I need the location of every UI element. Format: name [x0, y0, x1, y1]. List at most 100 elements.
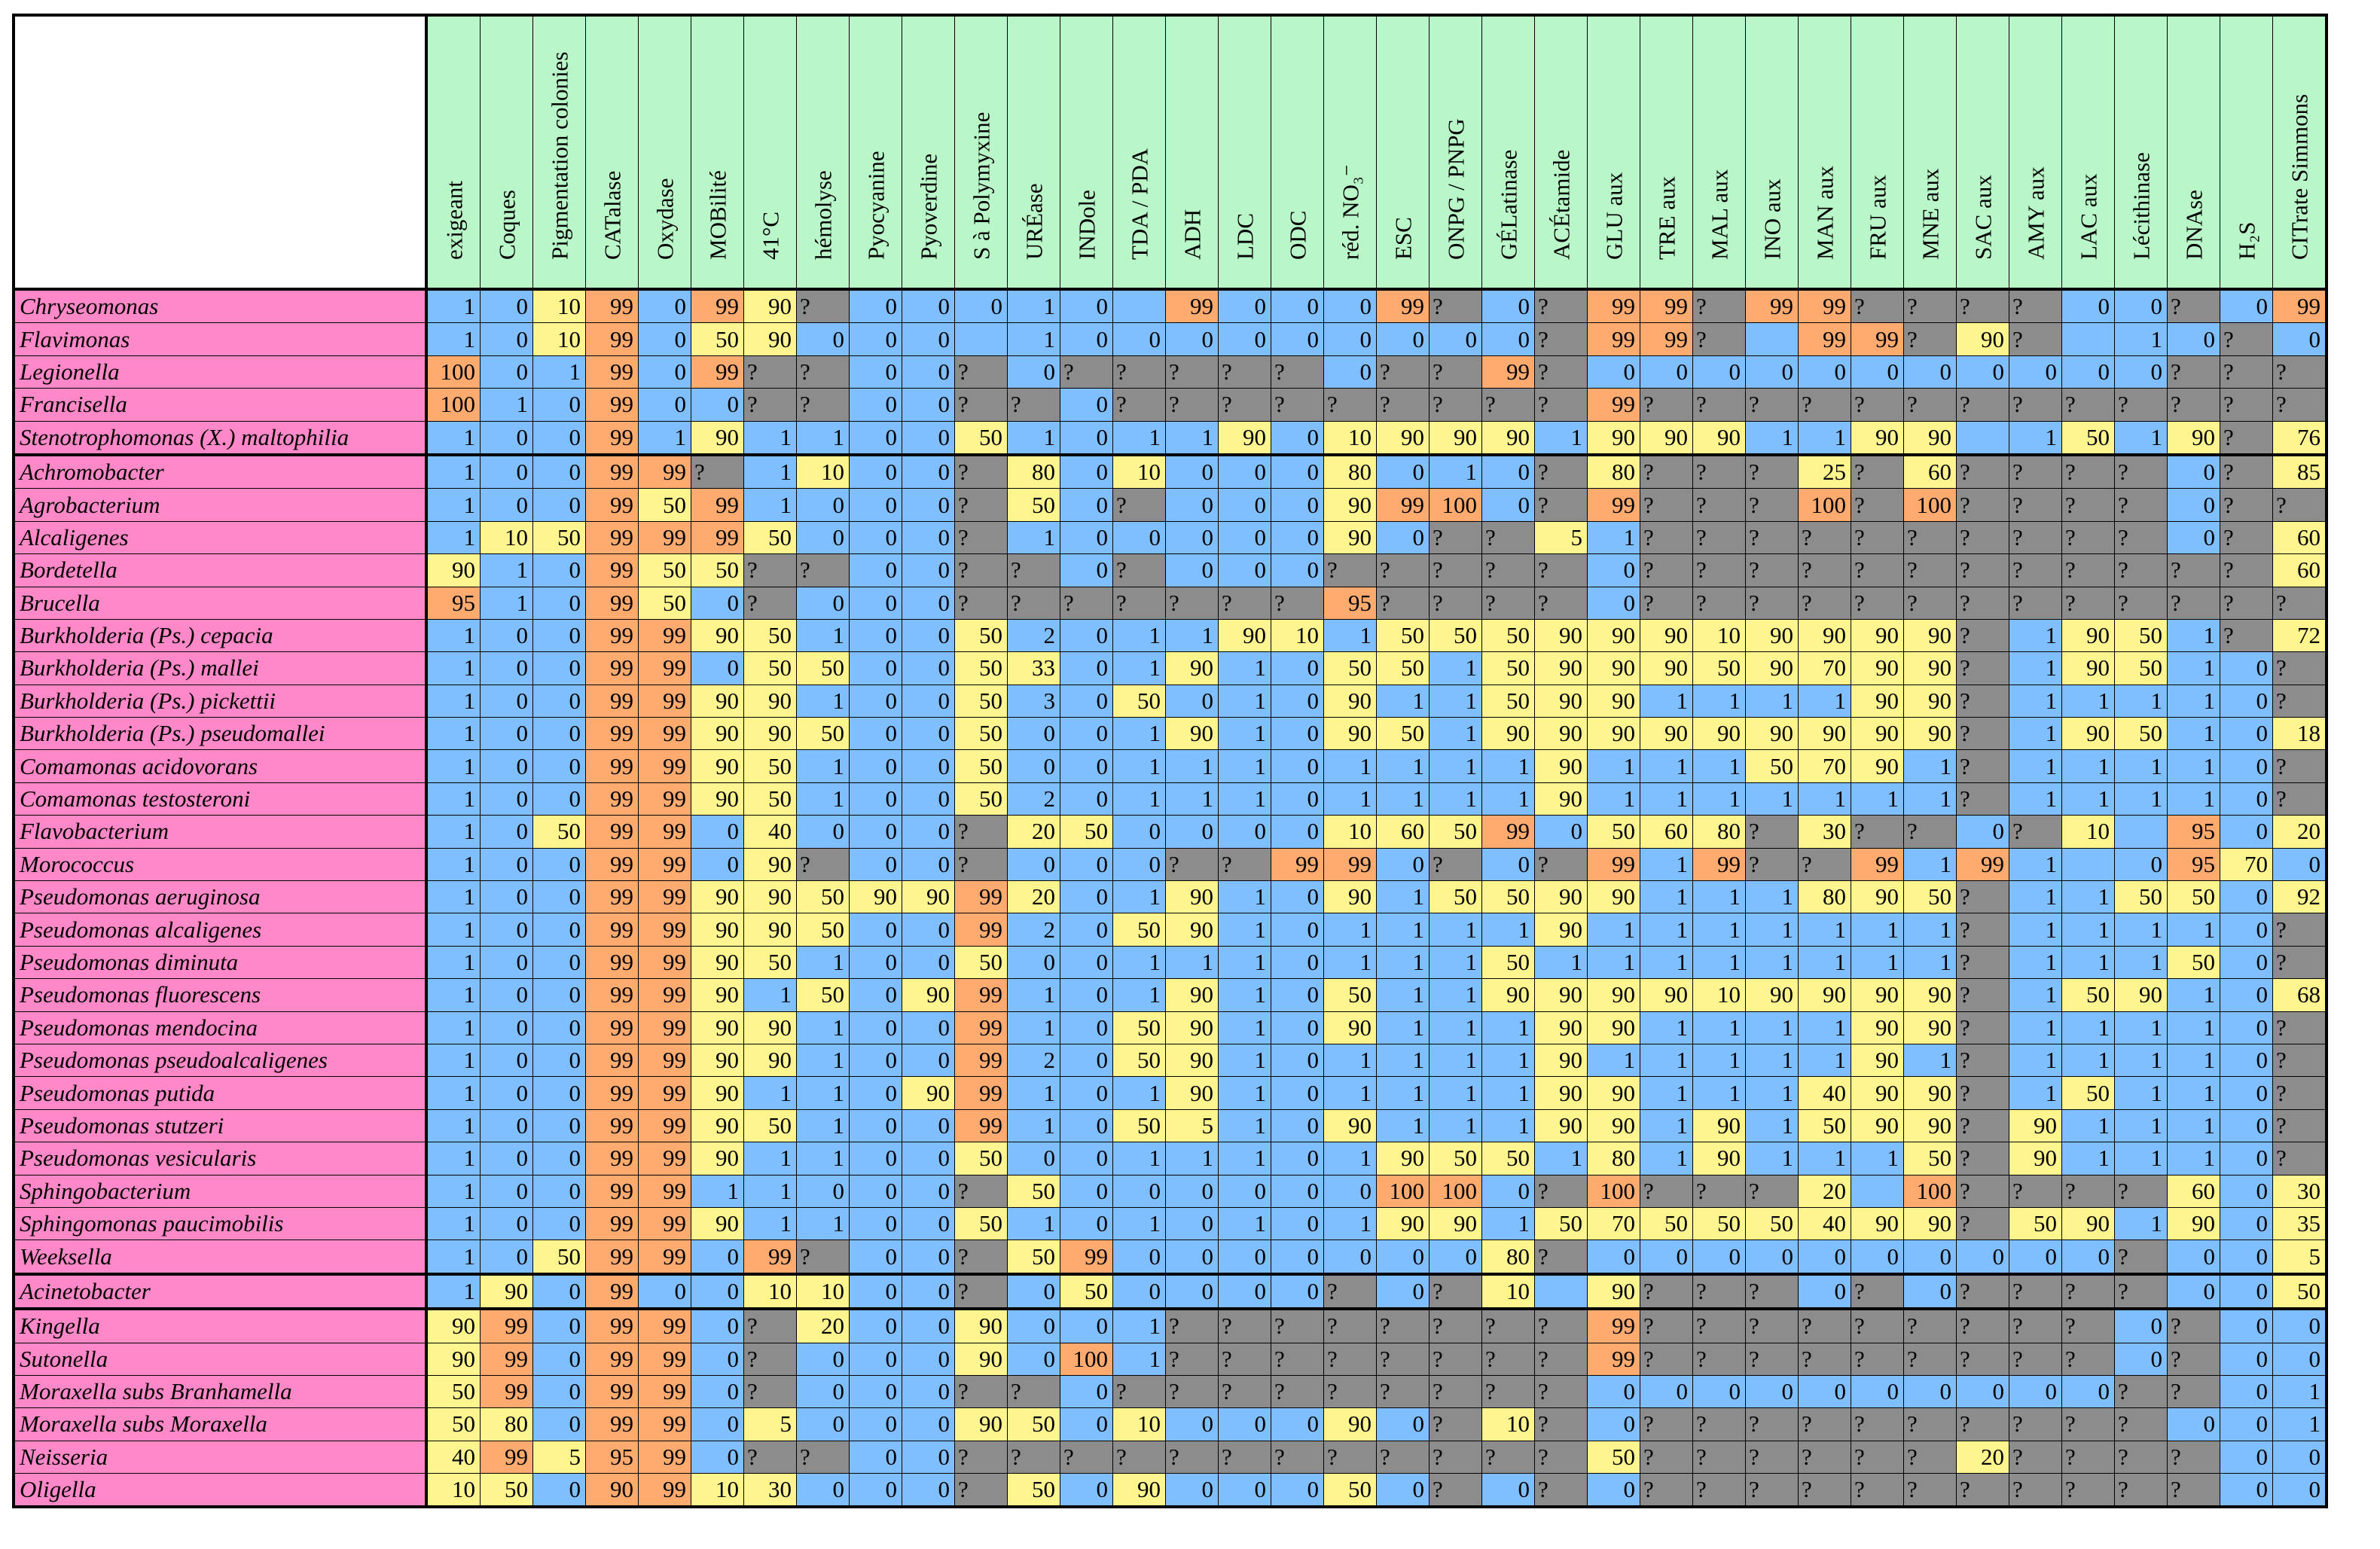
table-cell: 90 — [743, 880, 797, 914]
table-cell: ? — [1692, 586, 1746, 620]
table-cell: 0 — [480, 717, 533, 751]
table-cell — [1851, 1174, 1904, 1208]
table-cell: 0 — [2220, 815, 2273, 849]
table-cell: 99 — [638, 945, 691, 980]
table-row: Sphingomonas paucimobilis 1 0 0 99 99 90 1 1 0 0 50… — [13, 1206, 2327, 1241]
table-cell: 99 — [1587, 322, 1640, 356]
table-cell: 1 — [1165, 420, 1219, 456]
organism-name: Alcaligenes — [13, 520, 428, 555]
table-cell: 0 — [1271, 1206, 1324, 1241]
table-cell: 1 — [1640, 1108, 1693, 1143]
table-cell: 1 — [1903, 749, 1957, 783]
table-cell: 0 — [1165, 553, 1219, 587]
table-cell: 5 — [2272, 1240, 2327, 1275]
table-cell: ? — [1429, 1407, 1482, 1441]
table-cell: 0 — [480, 978, 533, 1012]
table-cell: 90 — [1323, 717, 1377, 751]
table-cell: 1 — [1798, 684, 1851, 718]
table-cell: ? — [1218, 1342, 1271, 1376]
table-cell: 90 — [691, 717, 744, 751]
table-cell: 50 — [1007, 1473, 1060, 1508]
table-cell: 90 — [2167, 420, 2220, 456]
column-header: MAN aux — [1798, 14, 1851, 291]
table-cell: 0 — [902, 618, 955, 653]
table-cell: 0 — [1165, 815, 1219, 849]
table-cell: 1 — [1429, 453, 1482, 489]
table-cell: ? — [1534, 847, 1588, 882]
table-cell: 99 — [638, 1307, 691, 1343]
table-cell: ? — [2009, 1407, 2062, 1441]
table-cell: ? — [954, 355, 1008, 389]
table-cell: 1 — [2114, 322, 2168, 356]
table-cell: 50 — [954, 782, 1008, 816]
table-cell: ? — [743, 586, 797, 620]
table-cell: 90 — [1534, 913, 1588, 947]
table-cell: 90 — [1165, 880, 1219, 914]
table-cell: 90 — [1534, 1076, 1588, 1110]
table-cell: 0 — [1007, 1142, 1060, 1175]
table-cell: 90 — [1323, 1011, 1377, 1044]
table-cell: 1 — [1112, 651, 1166, 685]
table-row: Alcaligenes 1 10 50 99 99 99 50 0 0 0? 1 0 0 0 0 0 90 0?? 5… — [13, 520, 2327, 555]
table-cell: 1 — [426, 1272, 481, 1310]
table-cell: 0 — [796, 1374, 850, 1409]
table-cell: ? — [1323, 1440, 1377, 1474]
table-cell: ? — [2114, 1407, 2168, 1441]
table-cell: 0 — [2220, 1374, 2273, 1409]
table-cell: ? — [2272, 1043, 2327, 1078]
table-cell: ? — [2272, 1076, 2327, 1110]
table-cell: ? — [1534, 1407, 1588, 1441]
table-cell: ? — [1903, 1473, 1957, 1508]
table-cell: ? — [1956, 453, 2009, 489]
table-cell: 50 — [1007, 1240, 1060, 1275]
table-cell: 1 — [2167, 651, 2220, 685]
table-cell: 99 — [691, 488, 744, 522]
table-cell: 0 — [2061, 1240, 2115, 1275]
table-cell: 90 — [426, 553, 481, 587]
table-cell — [954, 322, 1008, 356]
table-cell: 90 — [1692, 1142, 1746, 1175]
table-cell: 0 — [1112, 520, 1166, 555]
table-cell: 90 — [1851, 978, 1904, 1012]
table-cell: 0 — [1112, 847, 1166, 882]
table-cell: 50 — [691, 553, 744, 587]
table-cell: 1 — [1218, 782, 1271, 816]
table-cell: 1 — [1112, 782, 1166, 816]
table-cell: 1 — [743, 1206, 797, 1241]
table-cell: ? — [1956, 1206, 2009, 1241]
table-cell: 0 — [1060, 322, 1113, 356]
table-cell: ? — [1218, 1307, 1271, 1343]
table-cell: 50 — [954, 717, 1008, 751]
table-cell: 0 — [1376, 847, 1430, 882]
table-cell: ? — [1534, 586, 1588, 620]
table-cell: 1 — [1640, 913, 1693, 947]
table-cell: 95 — [2167, 847, 2220, 882]
table-cell: 0 — [1060, 420, 1113, 456]
column-header: Lécithinase — [2114, 14, 2168, 291]
column-header-label: TRE aux — [1653, 175, 1680, 260]
table-cell: 50 — [426, 1407, 481, 1441]
organism-name: Sutonella — [13, 1342, 428, 1376]
table-cell: 1 — [1692, 913, 1746, 947]
table-cell: 1 — [1481, 749, 1535, 783]
table-cell: 0 — [1376, 453, 1430, 489]
table-cell: 0 — [902, 847, 955, 882]
table-cell: 99 — [743, 1240, 797, 1275]
table-cell: 0 — [480, 1011, 533, 1044]
table-cell: 0 — [2061, 355, 2115, 389]
table-cell: 0 — [849, 1076, 902, 1110]
table-cell: 0 — [1007, 1342, 1060, 1376]
table-cell: 1 — [1007, 1076, 1060, 1110]
table-cell: 99 — [1587, 488, 1640, 522]
table-cell: 0 — [532, 420, 586, 456]
table-cell: ? — [2220, 520, 2273, 555]
table-cell: 0 — [691, 1240, 744, 1275]
table-cell: 90 — [1903, 1011, 1957, 1044]
table-cell: 0 — [691, 1440, 744, 1474]
table-cell: 90 — [1534, 1108, 1588, 1143]
table-cell: 1 — [1007, 1206, 1060, 1241]
table-cell: 90 — [1534, 1011, 1588, 1044]
table-cell: ? — [1112, 586, 1166, 620]
table-cell: 0 — [1165, 1473, 1219, 1508]
table-cell: 2 — [1007, 913, 1060, 947]
